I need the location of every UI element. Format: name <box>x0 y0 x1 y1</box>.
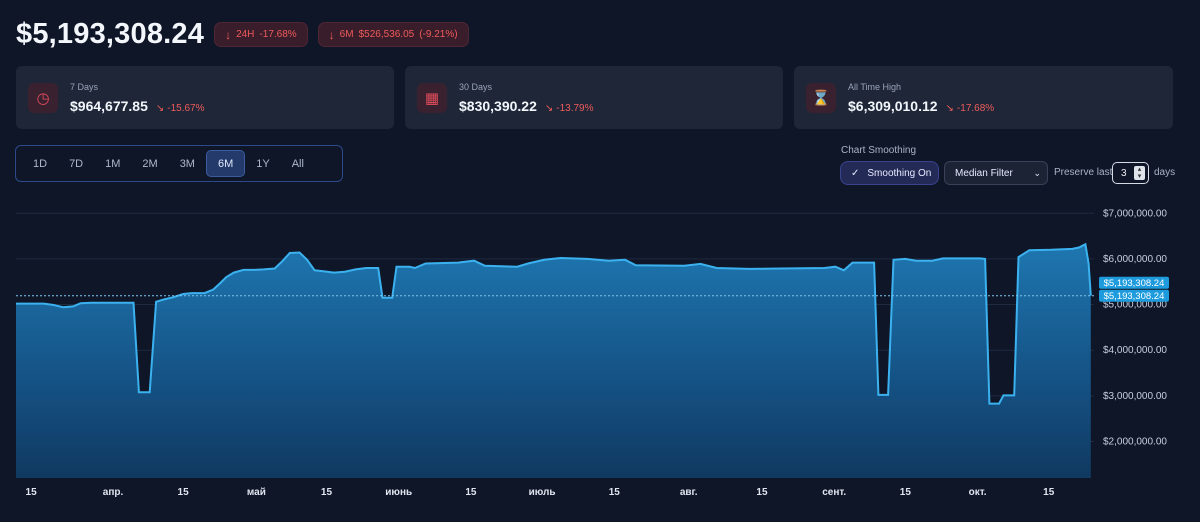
card-change: -17.68% <box>956 102 995 114</box>
range-selector: 1D 7D 1M 2M 3M 6M 1Y All <box>15 145 343 182</box>
current-value-badges: $5,193,308.24 $5,193,308.24 <box>1099 276 1169 302</box>
x-tick-label: 15 <box>178 487 190 498</box>
y-tick-label: $7,000,000.00 <box>1103 208 1167 219</box>
filter-select-value: Median Filter <box>955 167 1013 179</box>
preserve-days-input[interactable]: 3 ▴ ▾ <box>1112 162 1149 184</box>
x-tick-label: июль <box>529 487 556 498</box>
y-tick-label: $3,000,000.00 <box>1103 391 1167 402</box>
portfolio-chart: $2,000,000.00 $3,000,000.00 $4,000,000.00 $… <box>16 208 1169 498</box>
x-tick-label: 15 <box>321 487 333 498</box>
pill-6m: ↓ 6M $526,536.05 (-9.21%) <box>317 22 469 47</box>
range-3m[interactable]: 3M <box>179 157 195 170</box>
stat-cards: ◷ 7 Days $964,677.85 ↘ -15.67% ▦ 30 Days… <box>16 66 1173 129</box>
card-value: $964,677.85 <box>70 97 148 114</box>
current-value-label: $5,193,308.24 <box>1104 278 1165 289</box>
x-tick-label: май <box>247 487 266 498</box>
filter-select[interactable]: Median Filter ⌄ <box>944 161 1048 185</box>
portfolio-header: $5,193,308.24 ↓ 24H -17.68% ↓ 6M $526,53… <box>16 18 469 51</box>
y-tick-label: $4,000,000.00 <box>1103 345 1167 356</box>
chevron-down-icon: ⌄ <box>1033 167 1041 178</box>
x-tick-label: окт. <box>969 487 987 498</box>
days-label: days <box>1154 167 1176 178</box>
range-all[interactable]: All <box>291 157 304 170</box>
pill-6m-pct: (-9.21%) <box>419 29 458 40</box>
stepper-icon[interactable]: ▴ ▾ <box>1134 166 1145 180</box>
card-label: 30 Days <box>459 81 493 92</box>
y-axis-labels: $2,000,000.00 $3,000,000.00 $4,000,000.00 $… <box>1103 208 1167 447</box>
card-label: 7 Days <box>70 81 99 92</box>
chart-smoothing-title: Chart Smoothing <box>841 145 917 156</box>
preserve-label: Preserve last <box>1054 167 1113 178</box>
range-1y[interactable]: 1Y <box>256 157 270 170</box>
x-tick-label: 15 <box>900 487 912 498</box>
y-tick-label: $6,000,000.00 <box>1103 254 1167 265</box>
preserve-days-value: 3 <box>1121 167 1127 179</box>
x-tick-label: сент. <box>822 487 846 498</box>
trend-down-icon: ↘ <box>945 102 954 114</box>
pill-24h-label: 24H <box>236 29 255 40</box>
current-value-badge <box>1099 289 1169 302</box>
x-tick-label: апр. <box>103 487 124 498</box>
x-tick-label: 15 <box>609 487 621 498</box>
range-6m[interactable]: 6M <box>205 150 246 177</box>
card-change: -13.79% <box>556 102 594 114</box>
y-tick-label: $5,000,000.00 <box>1103 300 1167 311</box>
x-tick-label: 15 <box>26 487 38 498</box>
x-tick-label: июнь <box>385 487 412 498</box>
trend-down-icon: ↘ <box>544 102 554 114</box>
x-tick-label: 15 <box>756 487 768 498</box>
check-icon: ✓ <box>851 167 860 179</box>
range-1d[interactable]: 1D <box>33 157 48 170</box>
current-value-label: $5,193,308.24 <box>1104 291 1165 302</box>
pill-24h-value: -17.68% <box>259 29 297 40</box>
pill-24h: ↓ 24H -17.68% <box>214 22 308 47</box>
arrow-down-icon: ↓ <box>225 27 232 42</box>
calendar-icon: ▦ <box>417 82 447 113</box>
card-value: $6,309,010.12 <box>848 97 938 114</box>
arrow-down-icon: ↓ <box>328 27 335 42</box>
pill-6m-label: 6M <box>339 29 354 40</box>
card-7-days: ◷ 7 Days $964,677.85 ↘ -15.67% <box>16 66 394 129</box>
portfolio-total: $5,193,308.24 <box>16 18 205 50</box>
pill-6m-amount: $526,536.05 <box>358 29 415 40</box>
y-tick-label: $2,000,000.00 <box>1103 436 1167 447</box>
card-value: $830,390.22 <box>459 97 537 114</box>
clock-icon: ◷ <box>28 82 58 113</box>
range-2m[interactable]: 2M <box>142 157 158 170</box>
smoothing-toggle-button[interactable]: ✓ Smoothing On <box>840 161 939 185</box>
x-tick-label: 15 <box>1043 487 1055 498</box>
card-all-time-high: ⌛ All Time High $6,309,010.12 ↘ -17.68% <box>794 66 1173 129</box>
range-1m[interactable]: 1M <box>105 157 121 170</box>
value-line <box>16 242 1092 405</box>
card-label: All Time High <box>848 81 902 92</box>
value-area <box>16 244 1091 478</box>
trend-down-icon: ↘ <box>155 102 165 114</box>
hourglass-icon: ⌛ <box>806 82 836 113</box>
x-axis-labels: 15 апр. 15 май 15 июнь 15 июль 15 авг. 15 сент. 15 ок… <box>26 487 1055 498</box>
x-tick-label: 15 <box>465 487 477 498</box>
range-7d[interactable]: 7D <box>69 157 84 170</box>
smoothing-toggle-label: Smoothing On <box>867 167 932 179</box>
card-30-days: ▦ 30 Days $830,390.22 ↘ -13.79% <box>405 66 783 129</box>
x-tick-label: авг. <box>680 487 698 498</box>
current-value-badge <box>1099 276 1169 289</box>
card-change: -15.67% <box>167 102 205 114</box>
